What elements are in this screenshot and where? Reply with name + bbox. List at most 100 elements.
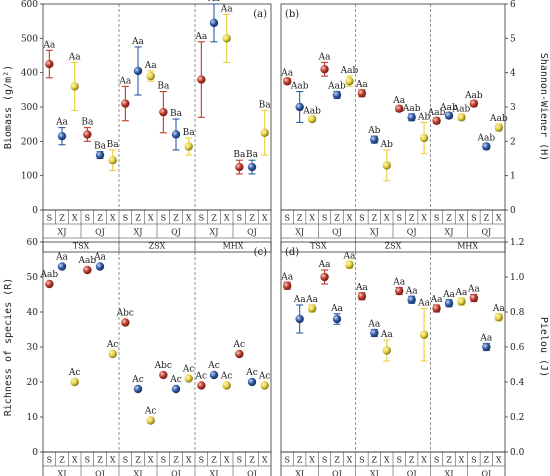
region-label: TSX (310, 242, 327, 251)
group-label: XJ (134, 228, 143, 237)
data-point (121, 318, 130, 327)
significance-label: Ac (182, 365, 195, 375)
significance-label: Aa (479, 334, 492, 344)
tick-label-x: Z (249, 214, 255, 223)
tick-label-y: 1.0 (510, 273, 525, 283)
data-point (494, 123, 503, 132)
tick-label-x: X (110, 456, 116, 465)
tick-label-x: S (199, 214, 204, 223)
tick-label-x: Z (249, 456, 255, 465)
significance-label: Ac (245, 368, 258, 378)
tick-label-x: Z (334, 456, 340, 465)
plot-frame (42, 3, 272, 211)
group-label: QJ (481, 228, 491, 237)
region-label: ZSX (385, 242, 402, 251)
data-point (444, 111, 454, 120)
y-axis-title: Pielou (J) (538, 317, 549, 377)
data-point (432, 116, 441, 125)
tick-label-y: 50 (27, 273, 39, 283)
tick-label-y: 0.6 (510, 343, 525, 353)
significance-label: Aab (452, 105, 471, 115)
data-point (260, 381, 269, 390)
data-point (494, 313, 503, 322)
significance-label: Aa (467, 285, 480, 295)
data-point (320, 272, 329, 282)
tick-label-x: Z (59, 214, 65, 223)
group-label: QJ (332, 470, 342, 476)
significance-label: Aab (439, 103, 458, 113)
data-point (222, 381, 231, 390)
data-point (159, 107, 168, 117)
tick-label-x: X (262, 456, 268, 465)
significance-label: Aab (489, 114, 508, 124)
significance-label: Abc (154, 361, 172, 371)
group-label: QJ (247, 228, 257, 237)
tick-label-x: Z (297, 456, 303, 465)
tick-label-y: 300 (21, 103, 38, 113)
data-point (419, 133, 429, 143)
group-label: XJ (370, 228, 379, 237)
y-axis-title: Richness of species (R) (3, 278, 14, 416)
data-point (444, 299, 454, 308)
data-point (235, 349, 244, 359)
group-label: XJ (445, 228, 454, 237)
data-point (332, 90, 342, 100)
tick-label-x: Z (484, 214, 490, 223)
significance-label: Aab (464, 91, 483, 101)
tick-label-x: Z (135, 456, 141, 465)
data-point (121, 99, 130, 108)
plot-frame (280, 241, 506, 453)
data-point (419, 330, 429, 339)
significance-label: Aab (290, 82, 309, 92)
panel-label: (c) (254, 247, 268, 258)
tick-label-x: X (459, 456, 465, 465)
data-point (108, 349, 117, 359)
tick-label-x: S (237, 214, 242, 223)
tick-label-x: Z (484, 456, 490, 465)
tick-label-x: X (224, 456, 230, 465)
data-point (295, 314, 304, 324)
data-point (482, 142, 491, 151)
tick-label-x: S (47, 214, 52, 223)
data-point (95, 150, 105, 160)
data-point (70, 377, 79, 387)
region-label: MHX (223, 242, 244, 251)
significance-label: Aa (118, 76, 131, 86)
region-label: MHX (457, 242, 478, 251)
tick-label-x: S (434, 214, 439, 223)
panel-label: (b) (285, 9, 299, 20)
group-label: XJ (445, 470, 454, 476)
significance-label: Aa (492, 304, 505, 314)
tick-label-y: 1 (510, 172, 516, 182)
significance-label: Aa (207, 0, 220, 4)
tick-label-x: X (421, 456, 427, 465)
group-label: XJ (134, 470, 143, 476)
tick-label-x: S (237, 456, 242, 465)
significance-label: Aa (144, 61, 157, 71)
tick-label-x: S (434, 456, 439, 465)
data-point (345, 260, 354, 269)
tick-label-y: 4 (510, 69, 516, 79)
significance-label: Aa (55, 253, 68, 263)
tick-label-x: Z (297, 214, 303, 223)
data-point (45, 59, 54, 69)
tick-label-x: Z (173, 214, 179, 223)
data-point (283, 77, 292, 86)
significance-label: Aa (392, 96, 405, 106)
data-point (197, 75, 206, 84)
tick-label-y: 600 (21, 0, 38, 10)
tick-label-x: X (72, 456, 78, 465)
significance-label: Aab (40, 270, 59, 280)
significance-label: Aab (427, 108, 446, 118)
tick-label-y: 10 (27, 413, 39, 423)
data-point (209, 370, 219, 380)
data-point (382, 346, 391, 355)
data-point (357, 292, 367, 301)
region-label: ZSX (149, 242, 166, 251)
tick-label-x: X (186, 214, 192, 223)
significance-label: Aa (380, 330, 393, 340)
data-point (133, 384, 143, 394)
group-label: QJ (95, 228, 105, 237)
